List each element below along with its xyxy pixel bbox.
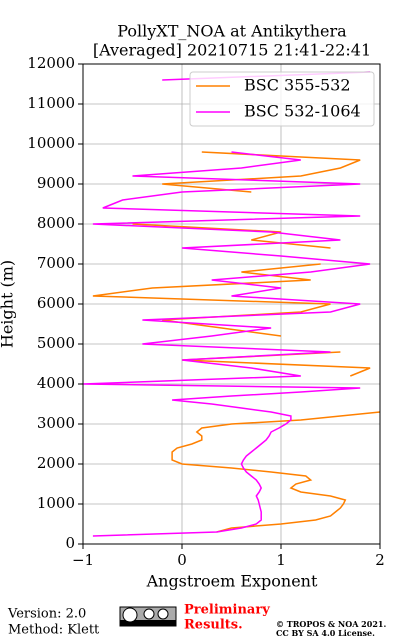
legend-box [189,71,375,127]
x-tick-label: 1 [276,551,286,569]
footer-version: Version: 2.0 [7,607,86,622]
y-tick-label: 7000 [37,254,75,272]
x-tick-label: 2 [375,551,385,569]
legend-label: BSC 532-1064 [244,102,361,121]
license-badge [119,606,177,627]
preliminary-note: Preliminary [184,603,270,618]
y-tick-label: 5000 [37,334,75,352]
chart-title: PollyXT_NOA at Antikythera [117,22,347,41]
y-tick-label: 12000 [27,54,75,72]
y-tick-label: 0 [65,534,75,552]
x-tick-label: 0 [177,551,187,569]
legend-label: BSC 355-532 [244,76,351,95]
x-axis-label: Angstroem Exponent [146,572,318,591]
y-tick-label: 3000 [37,414,75,432]
y-tick-label: 6000 [37,294,75,312]
footer-method: Method: Klett [8,623,100,638]
chart-subtitle: [Averaged] 20210715 21:41-22:41 [93,41,371,60]
y-tick-label: 11000 [27,94,75,112]
y-tick-label: 1000 [37,494,75,512]
y-tick-label: 4000 [37,374,75,392]
y-tick-label: 8000 [37,214,75,232]
copyright: CC BY SA 4.0 License. [276,628,375,638]
x-tick-label: −1 [72,551,94,569]
preliminary-note: Results. [184,618,243,633]
y-tick-label: 9000 [37,174,75,192]
y-axis-label: Height (m) [0,260,17,348]
plot-frame [82,63,381,545]
y-tick-label: 10000 [27,134,75,152]
y-tick-label: 2000 [37,454,75,472]
copyright: © TROPOS & NOA 2021. [276,619,386,629]
